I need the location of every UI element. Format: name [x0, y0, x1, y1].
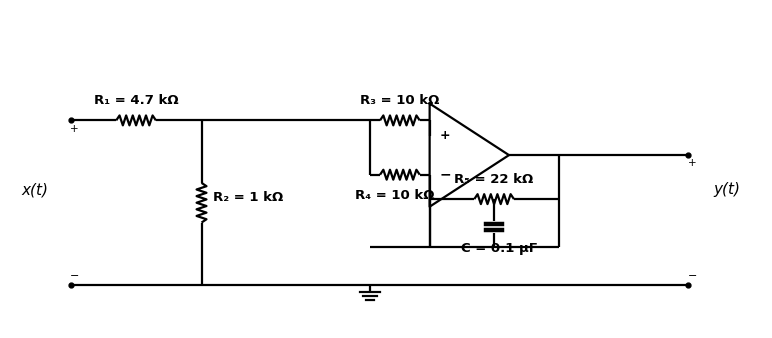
Text: R₄ = 10 kΩ: R₄ = 10 kΩ [355, 189, 435, 201]
Text: +: + [439, 129, 450, 142]
Text: −: − [688, 271, 697, 281]
Text: R₁ = 4.7 kΩ: R₁ = 4.7 kΩ [93, 94, 178, 106]
Text: R₃ = 10 kΩ: R₃ = 10 kΩ [361, 94, 439, 106]
Text: +: + [688, 158, 697, 168]
Text: x(t): x(t) [22, 182, 49, 197]
Text: y(t): y(t) [713, 182, 740, 197]
Text: −: − [70, 271, 80, 281]
Text: R₅ = 22 kΩ: R₅ = 22 kΩ [455, 173, 533, 186]
Text: C = 0.1 μF: C = 0.1 μF [461, 242, 537, 255]
Text: −: − [439, 168, 451, 182]
Text: R₂ = 1 kΩ: R₂ = 1 kΩ [213, 191, 283, 204]
Text: +: + [70, 124, 79, 134]
